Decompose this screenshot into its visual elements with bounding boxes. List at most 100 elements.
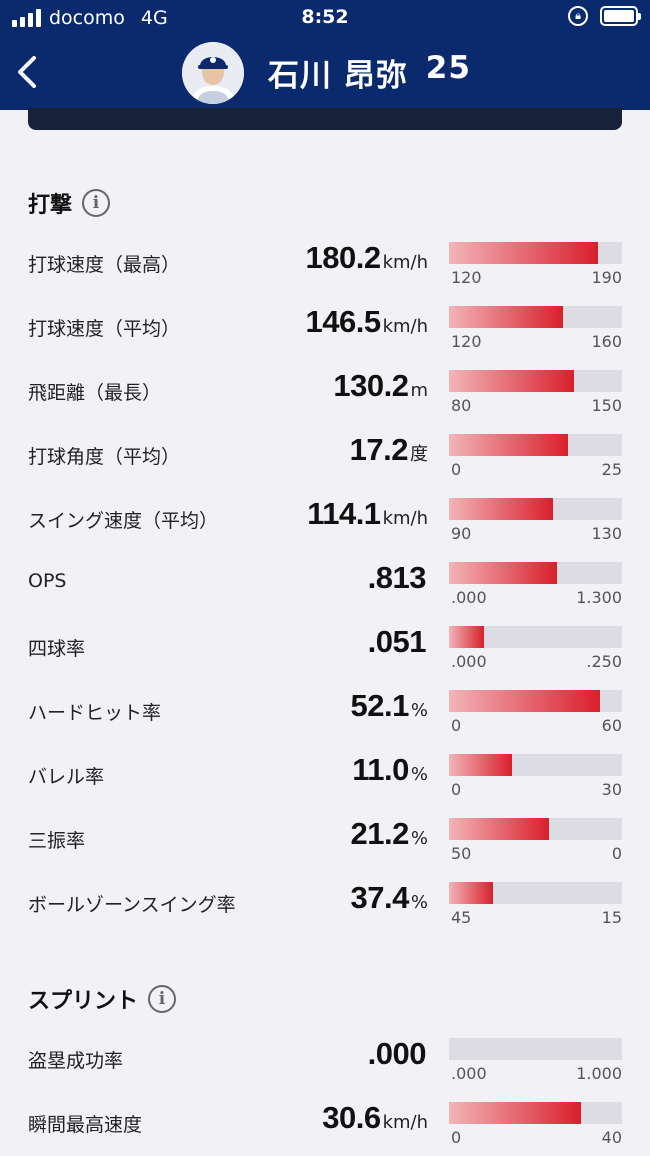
scale-min: .000 xyxy=(451,652,487,671)
stat-row: ハードヒット率 52.1% 0 60 xyxy=(0,680,650,740)
scale-min: 120 xyxy=(451,268,482,287)
stat-bar xyxy=(449,370,622,392)
player-number: 25 xyxy=(425,50,471,86)
scale-max: 40 xyxy=(601,1128,622,1147)
stat-label: 三振率 xyxy=(28,830,86,852)
stat-number: .000 xyxy=(367,1036,427,1071)
scale-min: 0 xyxy=(451,716,462,735)
scale-max: 1.000 xyxy=(576,1064,622,1083)
network-label: 4G xyxy=(140,7,168,29)
stat-number: 11.0 xyxy=(352,752,409,787)
stat-label: 打球角度（平均） xyxy=(28,446,181,468)
scale-max: 1.300 xyxy=(576,588,622,607)
stat-unit: % xyxy=(410,700,428,721)
scale-max: 150 xyxy=(591,396,622,415)
stat-bar xyxy=(449,306,622,328)
stat-value: .051 xyxy=(368,624,428,660)
scale-min: .000 xyxy=(451,588,487,607)
stat-row: 飛距離（最長） 130.2 m 80 150 xyxy=(0,360,650,420)
stat-number: 146.5 xyxy=(305,304,381,339)
stat-bar-fill xyxy=(449,754,513,776)
stat-value: 30.6 km/h xyxy=(322,1100,428,1136)
stat-label: 四球率 xyxy=(28,638,86,660)
chevron-left-icon xyxy=(18,56,36,88)
stat-row: ボールゾーンスイング率 37.4% 45 15 xyxy=(0,872,650,932)
stat-number: 52.1 xyxy=(350,688,410,723)
stat-bar xyxy=(449,242,622,264)
stat-label: ハードヒット率 xyxy=(28,702,162,724)
stat-bar-fill xyxy=(449,434,569,456)
stat-row: 打球速度（最高） 180.2 km/h 120 190 xyxy=(0,232,650,292)
scale-min: 90 xyxy=(451,524,472,543)
scale-min: 45 xyxy=(451,908,472,927)
stat-unit: km/h xyxy=(382,1112,428,1133)
stat-unit: km/h xyxy=(382,316,428,337)
scale-min: 120 xyxy=(451,332,482,351)
stat-number: 21.2 xyxy=(350,816,410,851)
stat-unit: % xyxy=(410,764,428,785)
stat-label: 盗塁成功率 xyxy=(28,1050,124,1072)
stat-number: .051 xyxy=(367,624,427,659)
stat-bar-fill xyxy=(449,818,549,840)
stat-label: 飛距離（最長） xyxy=(28,382,162,404)
scale-min: .000 xyxy=(451,1064,487,1083)
stat-row: 三振率 21.2% 50 0 xyxy=(0,808,650,868)
stat-number: 114.1 xyxy=(307,496,381,531)
stat-label: 瞬間最高速度 xyxy=(28,1114,143,1136)
stat-bar xyxy=(449,626,622,648)
stat-label: バレル率 xyxy=(28,766,105,788)
stat-row: 打球速度（平均） 146.5 km/h 120 160 xyxy=(0,296,650,356)
banner-strip xyxy=(28,108,622,130)
scale-max: 30 xyxy=(601,780,622,799)
status-bar: docomo 4G 8:52 🔒︎ xyxy=(0,0,650,36)
info-icon[interactable]: i xyxy=(148,985,177,1013)
scale-max: 190 xyxy=(591,268,622,287)
stat-number: 17.2 xyxy=(349,432,409,467)
stat-unit: % xyxy=(410,892,428,913)
signal-icon xyxy=(12,9,41,27)
stat-label: ボールゾーンスイング率 xyxy=(28,894,236,916)
section-title-text: スプリント xyxy=(28,989,139,1014)
stat-bar xyxy=(449,1102,622,1124)
stat-bar xyxy=(449,434,622,456)
back-button[interactable] xyxy=(14,52,40,92)
section-title-batting: 打撃 i xyxy=(28,187,111,219)
stat-row: スイング速度（平均） 114.1 km/h 90 130 xyxy=(0,488,650,548)
stat-number: 37.4 xyxy=(350,880,410,915)
stat-value: 21.2% xyxy=(351,816,428,852)
stat-number: 130.2 xyxy=(333,368,409,403)
app-header: docomo 4G 8:52 🔒︎ 石川 昂弥 25 xyxy=(0,0,650,110)
stat-value: 180.2 km/h xyxy=(305,240,428,276)
stat-unit: 度 xyxy=(410,444,428,465)
section-title-sprint: スプリント i xyxy=(28,983,177,1015)
scale-min: 50 xyxy=(451,844,472,863)
scale-max: 25 xyxy=(601,460,622,479)
stat-bar-fill xyxy=(449,626,485,648)
stat-bar xyxy=(449,562,622,584)
stat-row: 盗塁成功率 .000 .000 1.000 xyxy=(0,1028,650,1088)
info-icon[interactable]: i xyxy=(82,189,111,217)
scale-max: 160 xyxy=(591,332,622,351)
section-title-text: 打撃 xyxy=(28,193,73,218)
rotation-lock-icon: 🔒︎ xyxy=(568,6,588,26)
player-avatar xyxy=(182,42,244,104)
scale-max: .250 xyxy=(586,652,622,671)
stat-row: バレル率 11.0% 0 30 xyxy=(0,744,650,804)
stat-bar-fill xyxy=(449,882,493,904)
battery-icon xyxy=(600,6,641,26)
stat-bar xyxy=(449,690,622,712)
stat-value: 52.1% xyxy=(351,688,428,724)
stat-bar xyxy=(449,498,622,520)
scale-max: 60 xyxy=(601,716,622,735)
stat-unit: km/h xyxy=(382,252,428,273)
scale-min: 0 xyxy=(451,780,462,799)
stat-label: OPS xyxy=(28,570,67,592)
stat-unit: km/h xyxy=(382,508,428,529)
player-name: 石川 昂弥 xyxy=(268,58,408,94)
stat-number: .813 xyxy=(367,560,427,595)
stat-bar-fill xyxy=(449,306,564,328)
stat-row: OPS .813 .000 1.300 xyxy=(0,552,650,612)
stat-value: 17.2 度 xyxy=(350,432,428,468)
clock: 8:52 xyxy=(301,6,349,28)
stat-bar xyxy=(449,1038,622,1060)
